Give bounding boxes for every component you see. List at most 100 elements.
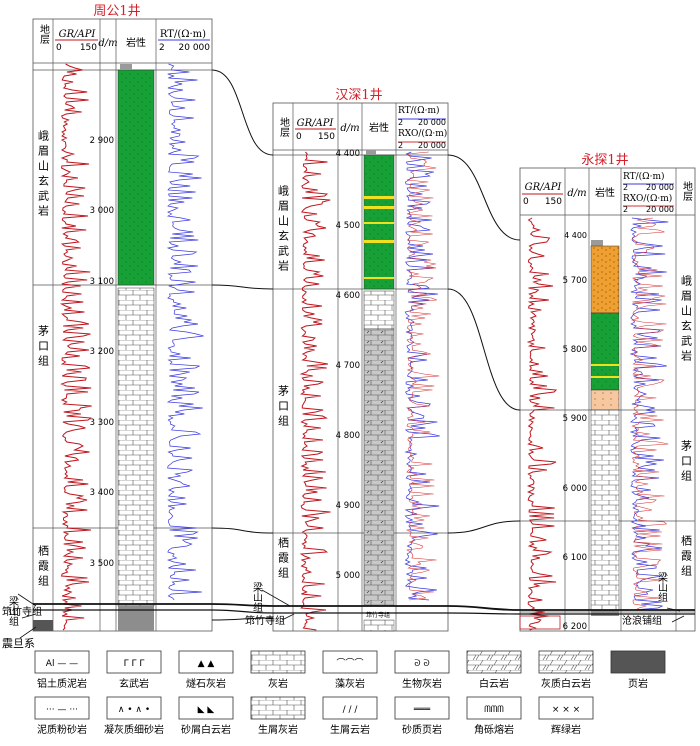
rt-max: 20 000 <box>179 43 211 53</box>
legend-swatch-dolomite <box>466 650 522 674</box>
rt-header: RT/(Ω·m) <box>623 171 665 182</box>
tuff-interval <box>590 245 620 314</box>
depth-header: d/m <box>98 38 117 49</box>
legend-glyph: ··· — ··· <box>46 705 78 715</box>
legend-swatch-debris-dolomite <box>178 696 234 720</box>
limestone-interval <box>363 290 395 330</box>
depth-tick: 6 000 <box>563 484 587 494</box>
rt-curve <box>629 217 669 611</box>
canglang-label: 沧浪铺组 <box>622 614 662 627</box>
liangshan-label: 梁山组 <box>7 595 19 626</box>
debris-dolomite-interval <box>590 389 620 411</box>
legend-label: 铝土质泥岩 <box>37 677 87 690</box>
legend-label: 泥质粉砂岩 <box>37 723 87 736</box>
legend-label: 角砾熔岩 <box>474 723 514 736</box>
gr-min: 0 <box>296 132 302 142</box>
basalt-interval <box>117 69 155 286</box>
depth-tick: 3 400 <box>90 488 114 498</box>
legend-swatch-breccia-lava <box>466 696 522 720</box>
legend-label: 灰岩 <box>268 677 288 690</box>
correlation-lines <box>33 69 695 621</box>
legend-glyph: Γ Γ Γ <box>124 659 145 669</box>
depth-tick: 4 400 <box>336 149 360 159</box>
rxo-min: 2 <box>623 205 628 214</box>
gr-max: 150 <box>318 132 335 142</box>
well-title: 永探1井 <box>581 153 628 168</box>
legend-label: 生屑灰岩 <box>258 723 298 736</box>
lith-header: 岩性 <box>369 121 389 134</box>
legend-swatch-tuff-sandstone <box>106 696 162 720</box>
rt-min: 2 <box>623 183 628 192</box>
legend-glyph: ◣ ◣ <box>198 705 215 715</box>
depth-tick: 2 900 <box>90 136 114 146</box>
liangshan-label-2: 梁山组 <box>251 581 263 612</box>
well-2-panel: 地层 GR/API 0 150 d/m 岩性 RT/(Ω·m) 2 20 000… <box>272 102 449 632</box>
gr-max: 150 <box>80 43 97 53</box>
rt-curve <box>166 63 204 601</box>
sinian-label: 震旦系 <box>2 637 35 650</box>
rt-header: RT/(Ω·m) <box>160 29 206 40</box>
strata-header: 地层 <box>38 23 50 45</box>
gr-curve <box>526 217 558 631</box>
lith-header: 岩性 <box>595 186 615 199</box>
liangshan-label-3: 梁山组 <box>656 571 668 602</box>
legend-glyph: ▲ ▲ <box>198 659 215 669</box>
legend-label: 辉绿岩 <box>551 723 581 736</box>
depth-tick: 5 700 <box>563 276 587 286</box>
formation-label: 栖霞组 <box>680 534 693 580</box>
gray-limestone-interval <box>363 328 395 607</box>
depth-tick: 4 800 <box>336 431 360 441</box>
gr-header: GR/API <box>59 29 97 40</box>
legend-swatch-diabase <box>538 696 594 720</box>
well-3-panel: GR/API 0 150 d/m 岩性 RT/(Ω·m) 2 20 000 RX… <box>519 167 696 632</box>
lith-header: 岩性 <box>126 36 146 49</box>
formation-label: 茅口组 <box>37 325 50 370</box>
gr-header: GR/API <box>525 182 563 193</box>
legend-glyph: ⌒⌒⌒ <box>336 658 363 669</box>
formation-label: 峨眉山玄武岩 <box>680 275 693 365</box>
legend-label: 砂质页岩 <box>402 723 442 736</box>
depth-tick: 6 200 <box>563 622 587 632</box>
depth-tick: 5 800 <box>563 345 587 355</box>
legend-swatch-sandy-shale <box>394 696 450 720</box>
rt-curve <box>404 151 440 601</box>
strata-header: 地层 <box>278 116 290 138</box>
legend-glyph: ═══ <box>413 705 431 715</box>
legend-label: 白云岩 <box>479 677 509 690</box>
depth-header: d/m <box>340 123 359 134</box>
legend-glyph: Al — — <box>46 659 78 669</box>
depth-tick: 3 300 <box>90 418 114 428</box>
legend-label: 页岩 <box>628 677 648 690</box>
legend-swatch-limestone <box>250 650 306 674</box>
well-1-panel: 地层 GR/API 0 150 d/m 岩性 RT/(Ω·m) 2 20 000… <box>32 18 213 632</box>
legend-label: 凝灰质细砂岩 <box>104 723 164 736</box>
limestone-interval <box>117 287 155 607</box>
legend-swatch-algal-limestone <box>322 650 378 674</box>
rt-min: 2 <box>159 43 165 53</box>
legend-swatch-limy-dolomite <box>538 650 594 674</box>
rxo-curve <box>631 217 669 611</box>
depth-tick: 6 100 <box>563 553 587 563</box>
formation-label: 栖霞组 <box>37 544 50 590</box>
depth-header: d/m <box>567 188 586 199</box>
rxo-max: 20 000 <box>646 205 674 214</box>
legend-label: 燧石灰岩 <box>186 677 226 690</box>
legend-swatch-basalt <box>106 650 162 674</box>
legend-swatch-bioclastic-limestone <box>250 696 306 720</box>
depth-tick: 4 600 <box>336 291 360 301</box>
zhusi-label-small: 筇竹寺组 <box>366 611 390 619</box>
rt-min: 2 <box>398 118 403 127</box>
depth-tick: 4 400 <box>564 231 587 240</box>
legend: Al — — 铝土质泥岩 Γ Γ Γ 玄武岩 ▲ ▲ 燧石灰岩 灰岩 ⌒⌒⌒ 藻灰岩 ᘐ ᘐ 生物灰… <box>34 650 666 736</box>
gr-header: GR/API <box>297 118 335 129</box>
formation-label: 峨眉山玄武岩 <box>37 130 50 220</box>
legend-label: 玄武岩 <box>119 677 149 690</box>
depth-tick: 4 500 <box>336 221 360 231</box>
legend-glyph: × × × <box>552 705 580 715</box>
legend-label: 生屑云岩 <box>330 723 370 736</box>
well-title: 汉深1井 <box>335 88 382 103</box>
gr-curve <box>299 151 331 631</box>
limestone-interval <box>590 409 620 611</box>
legend-swatch-bio-limestone <box>394 650 450 674</box>
depth-tick: 4 900 <box>336 501 360 511</box>
